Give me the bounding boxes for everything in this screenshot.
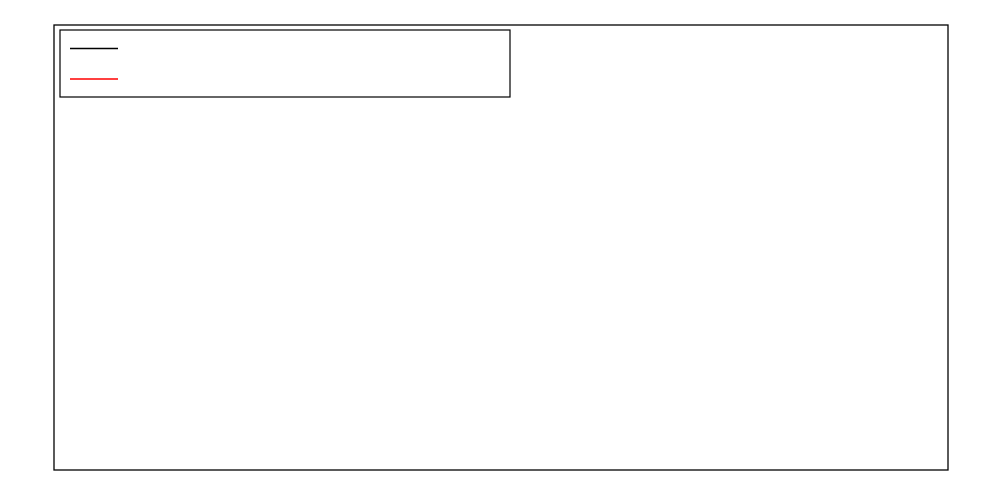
- plot-border: [53, 24, 949, 471]
- legend-box: [59, 29, 511, 98]
- legend: [59, 29, 511, 98]
